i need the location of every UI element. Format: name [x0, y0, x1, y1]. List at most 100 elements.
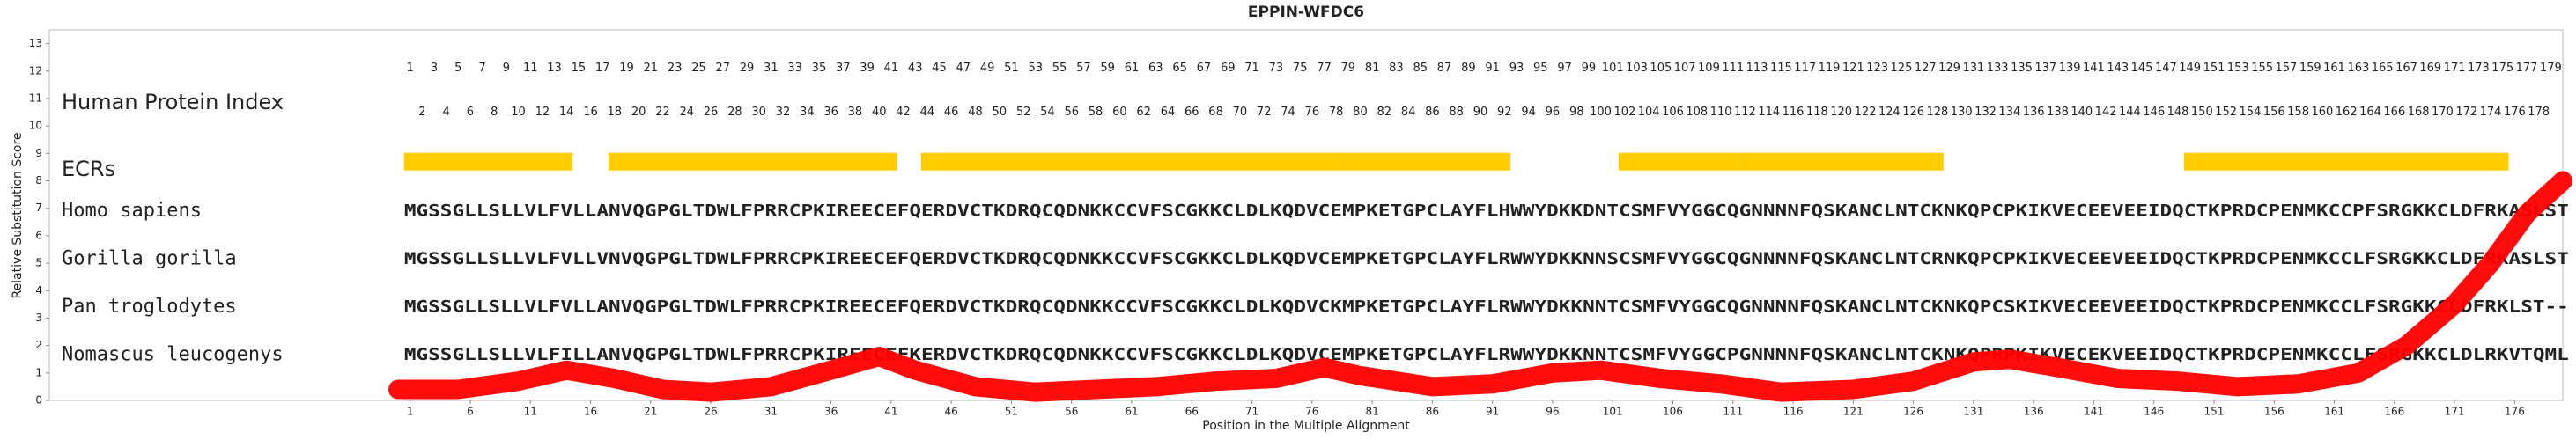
protein-index: 65 — [1172, 62, 1187, 75]
x-tick-label: 161 — [2324, 406, 2344, 418]
protein-index: 44 — [920, 106, 935, 119]
protein-index: 12 — [535, 106, 550, 119]
protein-index: 177 — [2516, 62, 2538, 75]
y-axis-label: Relative Substitution Score — [11, 132, 25, 298]
y-tick-label: 9 — [35, 147, 42, 159]
protein-index: 69 — [1221, 62, 1236, 75]
protein-index: 5 — [454, 62, 461, 75]
species-name: Nomascus leucogenys — [62, 344, 284, 366]
protein-index: 29 — [740, 62, 755, 75]
protein-index: 75 — [1293, 62, 1308, 75]
protein-index: 22 — [655, 106, 670, 119]
protein-index: 7 — [478, 62, 485, 75]
x-tick-label: 111 — [1723, 406, 1743, 418]
y-tick-label: 13 — [29, 37, 42, 49]
x-tick-label: 56 — [1065, 406, 1078, 418]
protein-index: 58 — [1089, 106, 1103, 119]
protein-index: 31 — [764, 62, 779, 75]
protein-index: 142 — [2095, 106, 2117, 119]
protein-index: 28 — [727, 106, 742, 119]
protein-index: 79 — [1341, 62, 1356, 75]
protein-index: 64 — [1161, 106, 1176, 119]
protein-index: 83 — [1389, 62, 1404, 75]
protein-index: 144 — [2119, 106, 2141, 119]
protein-index: 27 — [715, 62, 730, 75]
y-tick-label: 2 — [35, 339, 42, 351]
protein-index: 55 — [1052, 62, 1067, 75]
ecr-bar — [2183, 152, 2509, 171]
x-tick-label: 51 — [1005, 406, 1018, 418]
protein-index: 37 — [836, 62, 851, 75]
protein-index: 74 — [1281, 106, 1295, 119]
protein-index: 120 — [1830, 106, 1852, 119]
x-tick-label: 41 — [884, 406, 897, 418]
protein-index: 33 — [787, 62, 802, 75]
protein-index: 60 — [1112, 106, 1127, 119]
protein-index: 30 — [751, 106, 766, 119]
protein-index: 39 — [860, 62, 875, 75]
protein-index: 14 — [559, 106, 574, 119]
x-tick-label: 26 — [704, 406, 717, 418]
protein-index: 171 — [2444, 62, 2466, 75]
y-tick-label: 1 — [35, 366, 42, 378]
protein-index: 35 — [812, 62, 827, 75]
protein-index: 107 — [1674, 62, 1696, 75]
x-axis-label: Position in the Multiple Alignment — [1202, 419, 1410, 433]
protein-index: 96 — [1546, 106, 1561, 119]
x-tick-label: 86 — [1426, 406, 1439, 418]
protein-index: 84 — [1401, 106, 1416, 119]
species-name: Homo sapiens — [62, 200, 202, 222]
protein-index: 59 — [1100, 62, 1115, 75]
protein-index: 49 — [980, 62, 995, 75]
protein-index: 118 — [1806, 106, 1828, 119]
x-tick-label: 156 — [2264, 406, 2284, 418]
protein-index: 51 — [1004, 62, 1019, 75]
x-tick-label: 1 — [407, 406, 414, 418]
protein-index: 6 — [467, 106, 474, 119]
x-tick-label: 31 — [764, 406, 778, 418]
protein-index: 166 — [2383, 106, 2405, 119]
x-tick-label: 171 — [2445, 406, 2465, 418]
protein-index: 89 — [1461, 62, 1476, 75]
protein-index: 90 — [1473, 106, 1488, 119]
protein-index: 62 — [1136, 106, 1151, 119]
protein-index: 42 — [896, 106, 911, 119]
protein-index: 36 — [823, 106, 838, 119]
protein-index: 71 — [1244, 62, 1259, 75]
protein-index: 119 — [1819, 62, 1841, 75]
protein-index: 128 — [1926, 106, 1948, 119]
protein-index: 160 — [2311, 106, 2333, 119]
protein-index: 169 — [2419, 62, 2441, 75]
protein-index: 8 — [491, 106, 498, 119]
protein-index: 86 — [1425, 106, 1440, 119]
protein-index: 152 — [2215, 106, 2237, 119]
x-tick-label: 121 — [1843, 406, 1864, 418]
ecr-bar — [921, 152, 1342, 171]
protein-index: 179 — [2540, 62, 2562, 75]
protein-index: 112 — [1734, 106, 1756, 119]
protein-index: 3 — [431, 62, 438, 75]
protein-index: 25 — [691, 62, 706, 75]
protein-index: 47 — [956, 62, 971, 75]
protein-index: 70 — [1233, 106, 1248, 119]
ecr-bar — [1738, 152, 1944, 171]
protein-index: 123 — [1866, 62, 1888, 75]
protein-index: 109 — [1698, 62, 1720, 75]
protein-index: 93 — [1509, 62, 1524, 75]
protein-index: 150 — [2191, 106, 2213, 119]
protein-index: 77 — [1317, 62, 1332, 75]
protein-index: 10 — [511, 106, 526, 119]
x-tick-label: 76 — [1305, 406, 1318, 418]
protein-index: 87 — [1437, 62, 1452, 75]
protein-index: 63 — [1148, 62, 1163, 75]
protein-index: 80 — [1353, 106, 1368, 119]
protein-index: 17 — [595, 62, 610, 75]
protein-index: 18 — [608, 106, 623, 119]
protein-index: 24 — [679, 106, 694, 119]
protein-index: 61 — [1125, 62, 1140, 75]
protein-index: 174 — [2480, 106, 2502, 119]
chart-title: EPPIN-WFDC6 — [1248, 4, 1364, 21]
x-tick-label: 46 — [945, 406, 958, 418]
protein-index: 115 — [1770, 62, 1792, 75]
